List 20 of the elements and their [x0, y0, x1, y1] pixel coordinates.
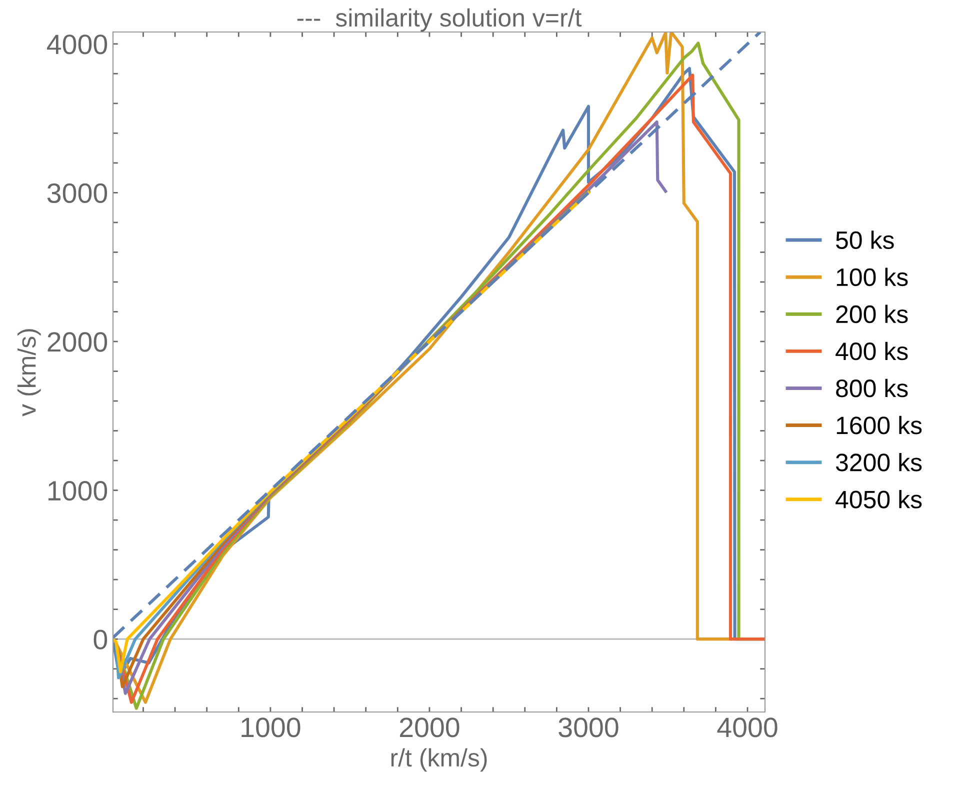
x-tick-label: 3000 [558, 718, 618, 738]
chart-title: --- similarity solution v=r/t [297, 8, 582, 32]
legend-label: 4050 ks [836, 490, 922, 508]
legend-label: 200 ks [836, 304, 908, 324]
legend-label: 1600 ks [836, 416, 922, 434]
legend-label: 50 ks [836, 230, 894, 250]
legend-label: 800 ks [836, 378, 908, 398]
y-axis-title: v (km/s) [17, 329, 41, 416]
legend-label: 100 ks [836, 268, 908, 286]
y-tick-label: 0 [94, 630, 108, 650]
y-tick-label: 4000 [46, 34, 108, 54]
x-axis-title: r/t (km/s) [391, 748, 487, 772]
x-tick-label: 1000 [242, 718, 300, 738]
x-tick-label: 4000 [717, 718, 778, 738]
y-tick-label: 1000 [48, 480, 108, 501]
legend-label: 3200 ks [836, 452, 922, 472]
legend-label: 400 ks [836, 342, 908, 360]
x-tick-label: 2000 [400, 718, 460, 738]
y-tick-label: 3000 [47, 183, 108, 204]
y-tick-label: 2000 [48, 332, 108, 352]
